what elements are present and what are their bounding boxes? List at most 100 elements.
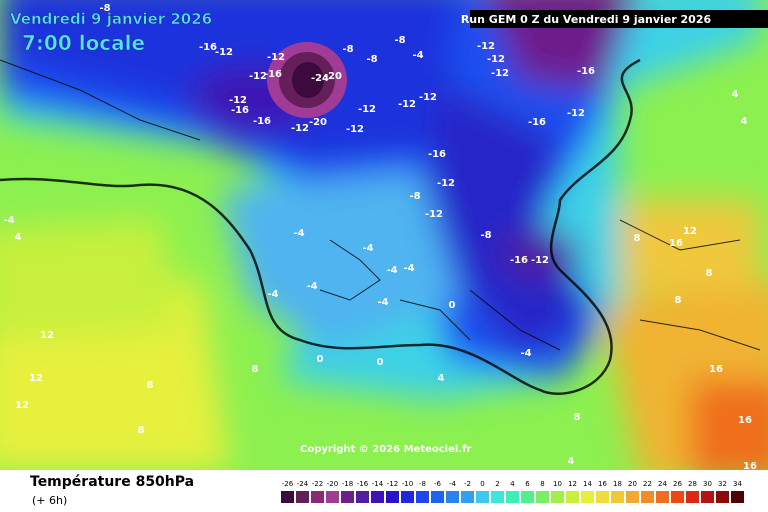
- scale-swatch: [731, 491, 744, 503]
- isotherm-label: -4: [412, 50, 423, 61]
- isotherm-label: -12: [567, 108, 585, 119]
- scale-swatch: [641, 491, 654, 503]
- scale-label: -8: [419, 480, 426, 488]
- scale-label: -14: [372, 480, 384, 488]
- isotherm-label: 8: [138, 425, 145, 436]
- isotherm-label: -16: [199, 42, 217, 53]
- scale-swatch: [716, 491, 729, 503]
- scale-label: -26: [282, 480, 294, 488]
- isotherm-label: 0: [377, 357, 384, 368]
- isotherm-label: 4: [15, 232, 22, 243]
- scale-label: 2: [495, 480, 499, 488]
- isotherm-label: -16: [510, 255, 528, 266]
- isotherm-label: -12: [291, 123, 309, 134]
- isotherm-label: 8: [706, 268, 713, 279]
- scale-label: 12: [568, 480, 577, 488]
- scale-swatch: [491, 491, 504, 503]
- scale-label: -4: [449, 480, 457, 488]
- isotherm-labels: -8-16-12 -12-16-12 -24-20-12-16-16-12-20-1…: [3, 3, 757, 472]
- scale-swatch: [296, 491, 309, 503]
- isotherm-label: -12: [491, 68, 509, 79]
- run-info: Run GEM 0 Z du Vendredi 9 janvier 2026: [461, 13, 712, 26]
- scale-swatch: [326, 491, 339, 503]
- scale-label: 16: [598, 480, 607, 488]
- copyright: Copyright © 2026 Meteociel.fr: [300, 444, 471, 455]
- scale-swatch: [626, 491, 639, 503]
- isotherm-label: -4: [403, 263, 414, 274]
- isotherm-label: -12: [249, 71, 267, 82]
- scale-swatch: [356, 491, 369, 503]
- isotherm-label: 12: [683, 226, 697, 237]
- scale-swatch: [596, 491, 609, 503]
- scale-label: -22: [312, 480, 323, 488]
- isotherm-label: -16: [253, 116, 271, 127]
- isotherm-label: -4: [3, 215, 14, 226]
- scale-label: 28: [688, 480, 697, 488]
- isotherm-label: -8: [480, 230, 491, 241]
- scale-swatch: [506, 491, 519, 503]
- scale-label: 6: [525, 480, 530, 488]
- scale-swatch: [446, 491, 459, 503]
- isotherm-label: -12: [267, 52, 285, 63]
- isotherm-label: -8: [366, 54, 377, 65]
- scale-label: -12: [387, 480, 398, 488]
- isotherm-label: -4: [520, 348, 531, 359]
- scale-swatch: [551, 491, 564, 503]
- color-scale: -26 -24 -22 -20 -18 -16 -14 -12 -10 -8 -6 -4 -2 0 2 4 6 8…: [281, 480, 744, 503]
- isotherm-label: -8: [409, 191, 420, 202]
- isotherm-label: -4: [377, 297, 388, 308]
- scale-swatch: [611, 491, 624, 503]
- isotherm-label: 0: [449, 300, 456, 311]
- isotherm-label: -8: [394, 35, 405, 46]
- isotherm-label: 4: [568, 456, 575, 467]
- isotherm-label: 12: [15, 400, 29, 411]
- isotherm-label: -16: [577, 66, 595, 77]
- scale-label: 26: [673, 480, 682, 488]
- isotherm-label: -4: [362, 243, 373, 254]
- scale-swatch: [461, 491, 474, 503]
- legend-title: Température 850hPa: [30, 474, 194, 490]
- scale-swatch: [416, 491, 429, 503]
- isotherm-label: -4: [293, 228, 304, 239]
- isotherm-label: 16: [743, 461, 757, 472]
- isotherm-label: 16: [738, 415, 752, 426]
- scale-label: 14: [583, 480, 592, 488]
- scale-swatch: [281, 491, 294, 503]
- scale-label: -20: [327, 480, 338, 488]
- isotherm-label: -16: [231, 105, 249, 116]
- scale-swatch: [371, 491, 384, 503]
- scale-label: 30: [703, 480, 712, 488]
- scale-label: 4: [510, 480, 515, 488]
- isotherm-label: -16: [528, 117, 546, 128]
- isotherm-label: 8: [574, 412, 581, 423]
- isotherm-label: -4: [267, 289, 278, 300]
- scale-swatch: [431, 491, 444, 503]
- scale-label: 34: [733, 480, 742, 488]
- scale-label: 0: [480, 480, 484, 488]
- isotherm-label: -12: [437, 178, 455, 189]
- scale-swatch: [656, 491, 669, 503]
- isotherm-label: -16: [428, 149, 446, 160]
- isotherm-label: -16: [264, 69, 282, 80]
- scale-swatch: [686, 491, 699, 503]
- isotherm-label: -12: [358, 104, 376, 115]
- isotherm-label: 8: [147, 380, 154, 391]
- scale-label: -6: [434, 480, 442, 488]
- isotherm-label: 8: [675, 295, 682, 306]
- scale-label: -24: [297, 480, 309, 488]
- scale-label: -18: [342, 480, 353, 488]
- scale-swatch: [521, 491, 534, 503]
- scale-label: 32: [718, 480, 727, 488]
- isotherm-label: -12: [477, 41, 495, 52]
- isotherm-label: -12: [229, 95, 247, 106]
- scale-label: 22: [643, 480, 652, 488]
- isotherm-label: 4: [438, 373, 445, 384]
- isotherm-label: 4: [741, 116, 748, 127]
- scale-swatch: [476, 491, 489, 503]
- isotherm-label: -12: [531, 255, 549, 266]
- scale-swatch: [536, 491, 549, 503]
- scale-label: 20: [628, 480, 637, 488]
- isotherm-label: 8: [634, 233, 641, 244]
- isotherm-label: -8: [99, 3, 110, 14]
- isotherm-label: -12: [398, 99, 416, 110]
